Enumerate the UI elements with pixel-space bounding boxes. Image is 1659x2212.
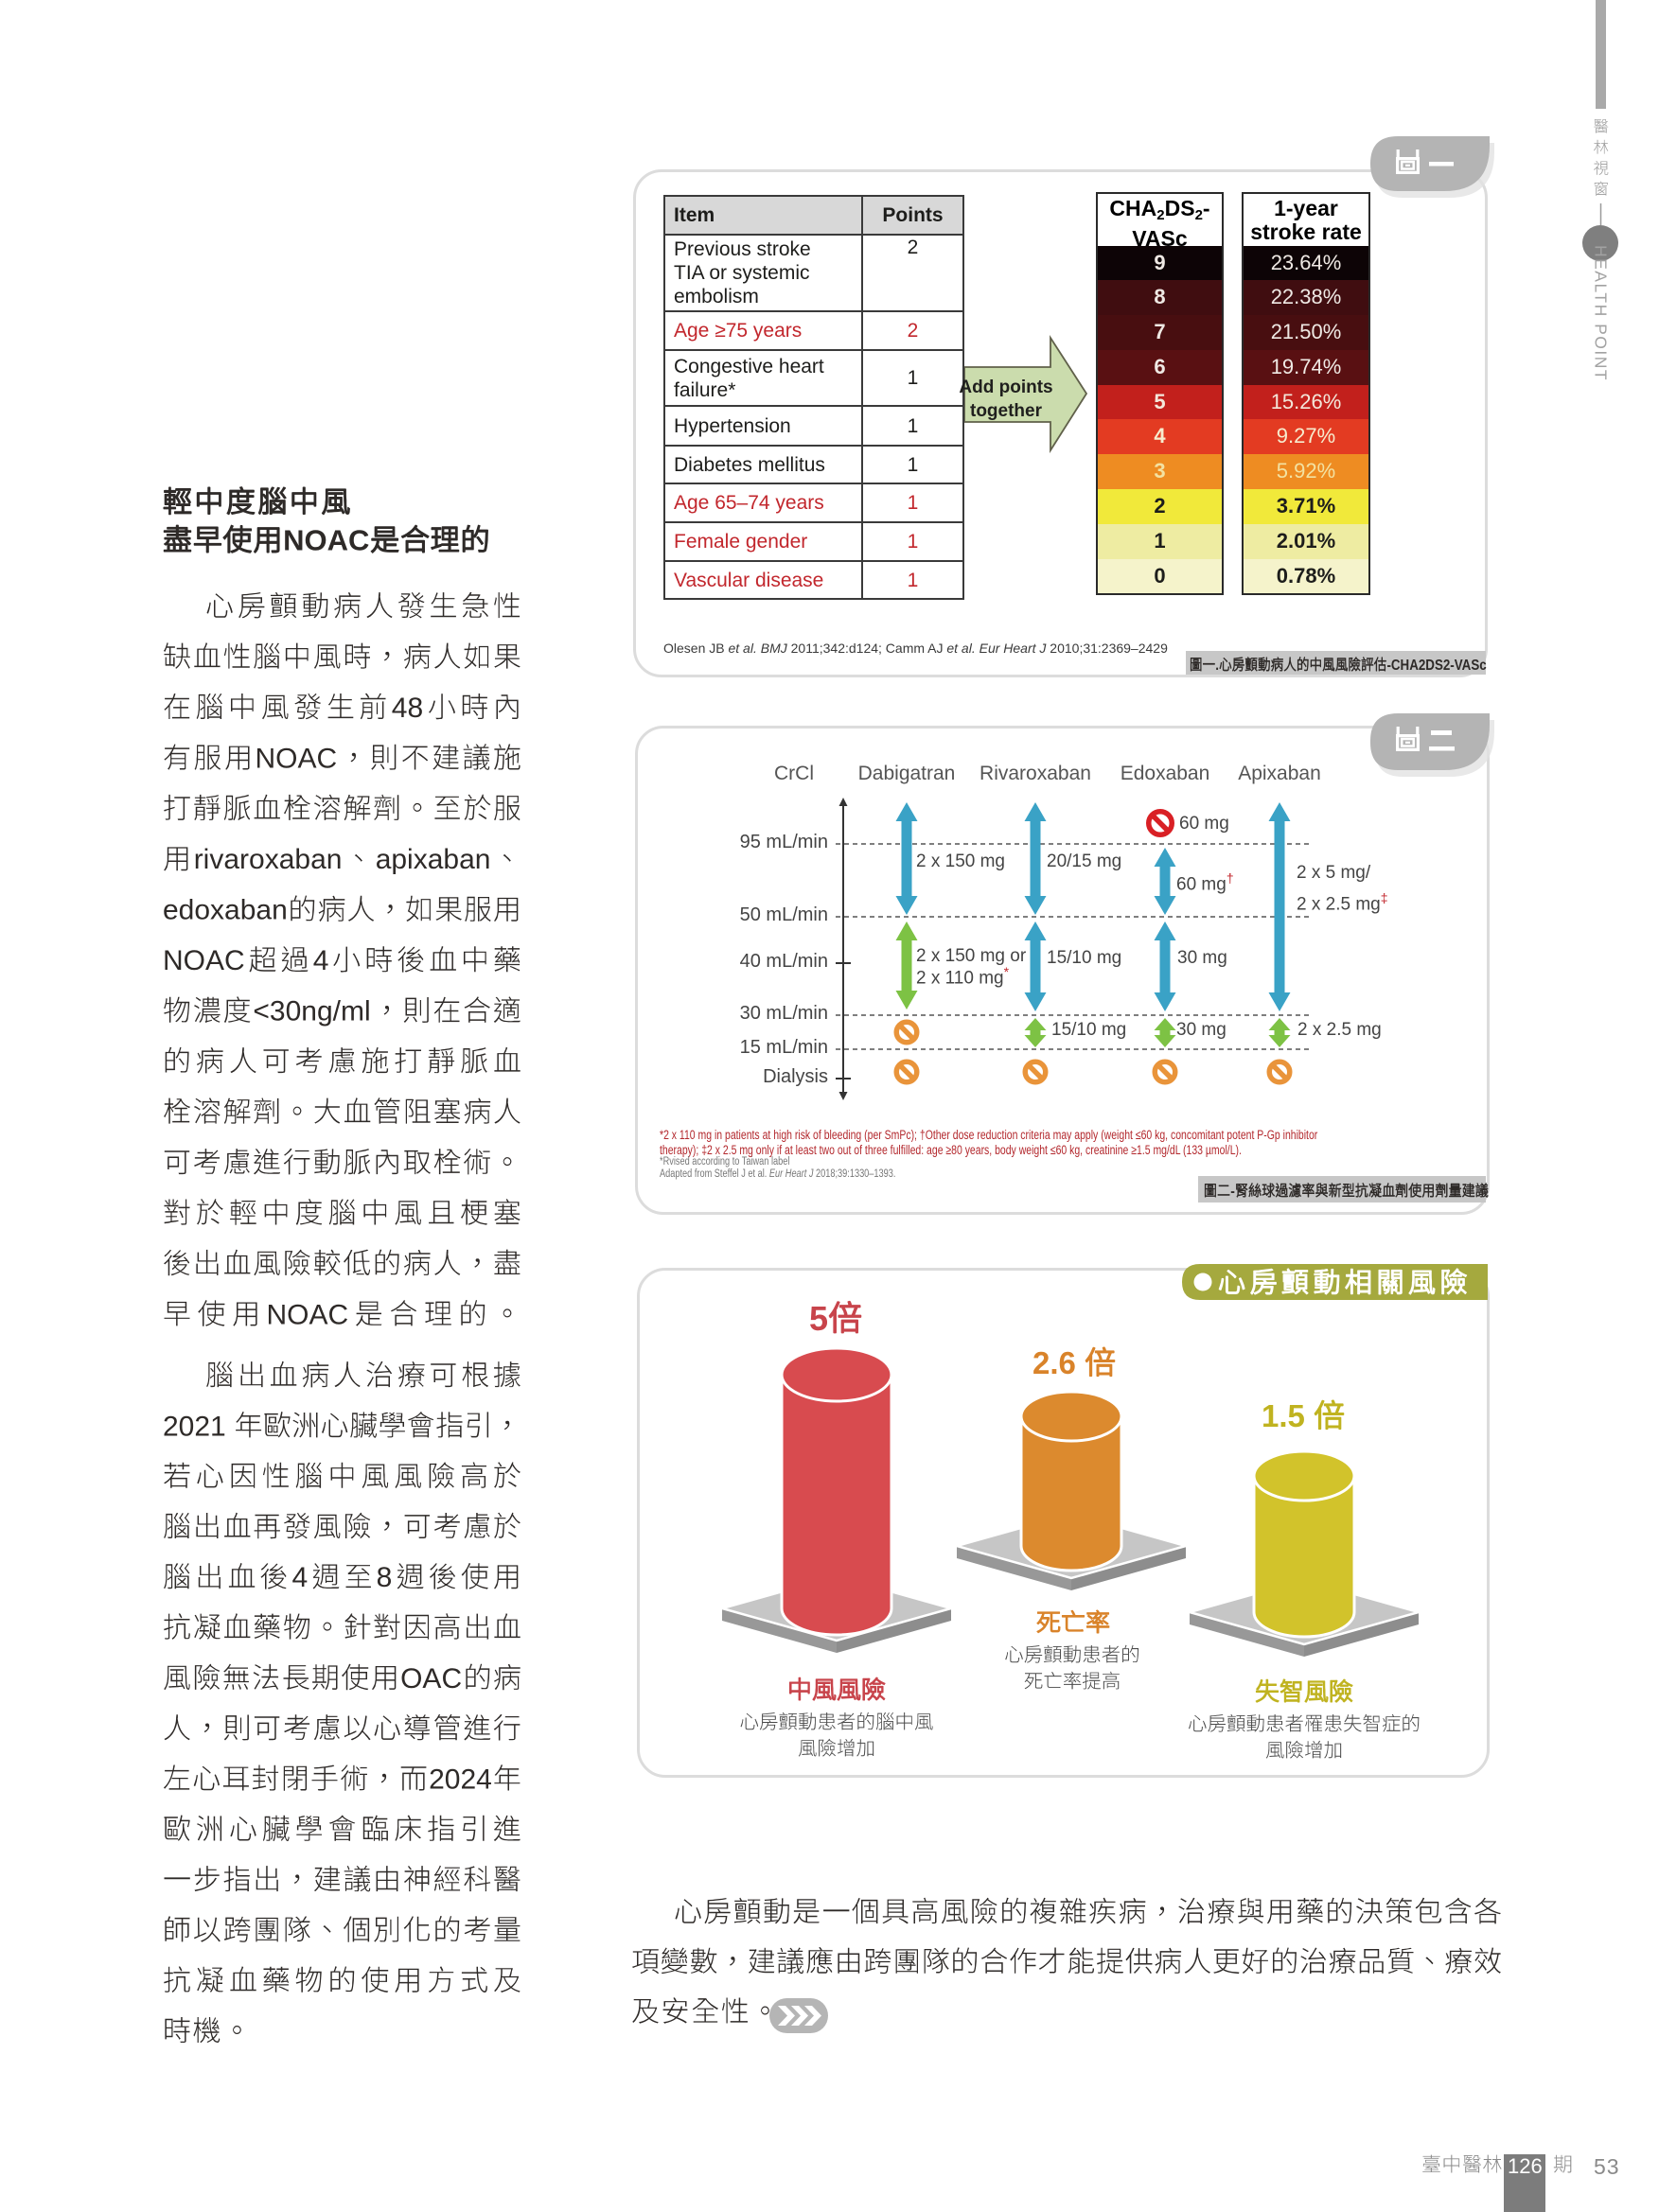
svg-text:<30ng/ml: <30ng/ml bbox=[253, 996, 370, 1027]
svg-text:NOAC: NOAC bbox=[267, 1299, 349, 1330]
svg-text:2021: 2021 bbox=[163, 1411, 226, 1442]
svg-text:NOAC: NOAC bbox=[163, 945, 245, 976]
svg-text:NOAC: NOAC bbox=[283, 524, 369, 557]
svg-text:8: 8 bbox=[377, 1562, 393, 1593]
svg-text:2.6: 2.6 bbox=[1032, 1345, 1076, 1380]
svg-text:2024: 2024 bbox=[429, 1764, 492, 1795]
svg-text:.: . bbox=[1215, 658, 1219, 674]
svg-text:48: 48 bbox=[392, 693, 423, 724]
svg-text:rivaroxaban: rivaroxaban bbox=[194, 844, 343, 875]
svg-text:edoxaban: edoxaban bbox=[163, 895, 288, 926]
svg-text:-CHA2DS2-VASc: -CHA2DS2-VASc bbox=[1386, 658, 1486, 674]
svg-text:4: 4 bbox=[313, 945, 329, 976]
svg-text:-: - bbox=[1230, 1183, 1235, 1200]
svg-text:53: 53 bbox=[1594, 2154, 1620, 2179]
svg-text:4: 4 bbox=[292, 1562, 309, 1593]
svg-text:OAC: OAC bbox=[400, 1663, 462, 1694]
svg-text:5: 5 bbox=[809, 1299, 828, 1338]
svg-text:126: 126 bbox=[1508, 2154, 1543, 2178]
svg-text:HEALTH POINT: HEALTH POINT bbox=[1592, 245, 1611, 381]
svg-text:apixaban: apixaban bbox=[376, 844, 491, 875]
svg-text:NOAC: NOAC bbox=[256, 743, 338, 774]
svg-text:1.5: 1.5 bbox=[1262, 1398, 1305, 1433]
